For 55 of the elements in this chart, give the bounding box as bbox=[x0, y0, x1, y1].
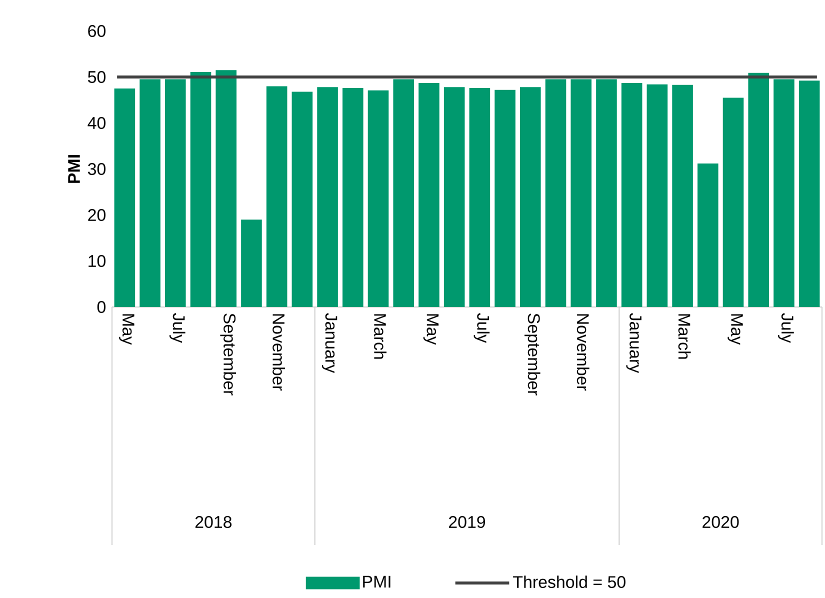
bar bbox=[520, 87, 541, 307]
bar bbox=[114, 88, 136, 307]
bar bbox=[266, 86, 288, 307]
text: 2019 bbox=[449, 516, 486, 528]
bar bbox=[190, 72, 212, 307]
x-tick-label: July bbox=[474, 313, 490, 343]
y-axis-title: PMI bbox=[68, 155, 80, 183]
x-tick-label: March bbox=[678, 314, 691, 359]
bar bbox=[646, 84, 668, 307]
x-tick-label: July bbox=[778, 313, 794, 343]
x-tick-label: January bbox=[626, 313, 642, 374]
text: 2020 bbox=[702, 516, 739, 528]
bar bbox=[140, 79, 160, 307]
bar bbox=[418, 82, 440, 307]
text: 2018 bbox=[195, 516, 232, 528]
x-tick-label: March bbox=[374, 314, 386, 359]
x-tick-label: November bbox=[272, 314, 286, 391]
bar bbox=[393, 79, 414, 307]
x-tick-label: January bbox=[322, 313, 338, 374]
bar bbox=[748, 72, 770, 307]
y-tick-label: 0 bbox=[97, 301, 106, 313]
bar bbox=[164, 79, 186, 307]
bar bbox=[722, 98, 744, 307]
bar bbox=[698, 163, 718, 307]
bar bbox=[798, 80, 820, 307]
y-tick-label: 40 bbox=[88, 117, 106, 130]
bar bbox=[621, 82, 642, 307]
x-tick-label: May bbox=[423, 314, 439, 345]
x-tick-label: September bbox=[524, 314, 540, 396]
x-tick-label: May bbox=[119, 314, 134, 345]
y-tick-label: 10 bbox=[88, 255, 106, 268]
bar bbox=[444, 87, 465, 307]
bar bbox=[545, 79, 566, 307]
bar bbox=[596, 79, 617, 307]
bar bbox=[241, 220, 262, 307]
bar bbox=[469, 88, 490, 307]
legend-label: Threshold = 50 bbox=[513, 576, 626, 588]
y-tick-label: 20 bbox=[88, 209, 106, 222]
y-tick-label: 50 bbox=[88, 71, 106, 84]
bar bbox=[368, 90, 389, 307]
x-tick-label: May bbox=[728, 314, 743, 345]
bar bbox=[292, 92, 313, 307]
bar bbox=[342, 88, 364, 307]
y-tick-label: 60 bbox=[88, 25, 106, 38]
x-tick-label: July bbox=[170, 313, 186, 343]
bar bbox=[494, 90, 516, 307]
bar bbox=[216, 70, 237, 307]
bar bbox=[774, 79, 794, 307]
y-tick-label: 30 bbox=[88, 163, 106, 176]
bar bbox=[570, 79, 592, 307]
x-tick-label: November bbox=[576, 314, 590, 391]
legend-label: PMI bbox=[363, 576, 390, 588]
x-tick-label: September bbox=[220, 314, 236, 396]
bar bbox=[672, 84, 693, 307]
bar bbox=[317, 87, 338, 307]
